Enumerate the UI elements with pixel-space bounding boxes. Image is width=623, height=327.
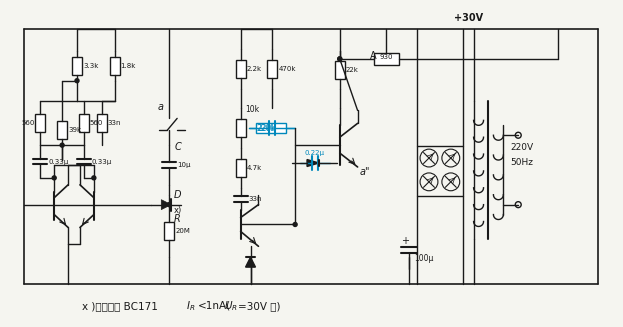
Text: 20M: 20M bbox=[175, 228, 190, 234]
Text: +30V: +30V bbox=[454, 13, 483, 23]
Text: C: C bbox=[174, 142, 181, 152]
Text: 1.8k: 1.8k bbox=[121, 63, 136, 69]
Text: 4.7k: 4.7k bbox=[247, 165, 262, 171]
Circle shape bbox=[338, 57, 342, 61]
Bar bbox=[72, 57, 82, 75]
Text: 3.3k: 3.3k bbox=[83, 63, 98, 69]
Text: 560: 560 bbox=[21, 120, 34, 126]
Text: 220k: 220k bbox=[257, 124, 277, 133]
Text: +: + bbox=[401, 236, 409, 246]
Text: 470k: 470k bbox=[278, 66, 296, 72]
Text: R: R bbox=[174, 214, 181, 223]
Bar bbox=[235, 60, 245, 78]
Bar bbox=[235, 159, 245, 177]
Bar bbox=[36, 114, 45, 132]
Text: a: a bbox=[158, 102, 163, 112]
Bar bbox=[417, 146, 463, 196]
Circle shape bbox=[338, 57, 342, 61]
Text: 22k: 22k bbox=[346, 67, 359, 73]
Polygon shape bbox=[161, 200, 171, 210]
Text: 220k: 220k bbox=[257, 124, 276, 133]
Bar bbox=[257, 123, 286, 133]
Text: 10k: 10k bbox=[245, 105, 260, 114]
Bar bbox=[267, 60, 277, 78]
Text: D: D bbox=[174, 190, 182, 200]
Text: a": a" bbox=[359, 167, 370, 177]
Text: <1nA(: <1nA( bbox=[198, 301, 231, 311]
Text: 39k: 39k bbox=[68, 127, 81, 133]
Bar bbox=[79, 114, 89, 132]
Text: 0.22μ: 0.22μ bbox=[305, 150, 325, 156]
Text: 930: 930 bbox=[379, 54, 393, 60]
Text: x )硅二极管 BC171: x )硅二极管 BC171 bbox=[82, 301, 164, 311]
Text: x): x) bbox=[174, 206, 183, 215]
Bar bbox=[374, 53, 399, 65]
Text: A: A bbox=[369, 51, 376, 61]
Text: 33n: 33n bbox=[108, 120, 121, 126]
Text: =30V 时): =30V 时) bbox=[237, 301, 280, 311]
Text: 0.33μ: 0.33μ bbox=[48, 159, 69, 164]
Polygon shape bbox=[307, 160, 319, 166]
Bar bbox=[164, 222, 174, 240]
Text: 10μ: 10μ bbox=[177, 162, 191, 168]
Text: 33n: 33n bbox=[249, 196, 262, 202]
Polygon shape bbox=[245, 257, 255, 267]
Text: $I_R$: $I_R$ bbox=[186, 299, 196, 313]
Circle shape bbox=[60, 143, 64, 147]
Text: $U_R$: $U_R$ bbox=[224, 299, 238, 313]
Text: 0.33μ: 0.33μ bbox=[92, 159, 112, 164]
Bar bbox=[97, 114, 107, 132]
Circle shape bbox=[75, 79, 79, 83]
Text: 50Hz: 50Hz bbox=[510, 158, 533, 167]
Text: 560: 560 bbox=[90, 120, 103, 126]
Text: 2.2k: 2.2k bbox=[247, 66, 262, 72]
Circle shape bbox=[52, 176, 56, 180]
Text: 220V: 220V bbox=[510, 143, 533, 152]
Bar bbox=[57, 121, 67, 139]
Bar bbox=[235, 119, 245, 137]
Circle shape bbox=[293, 222, 297, 227]
Bar bbox=[335, 61, 345, 79]
Circle shape bbox=[92, 176, 96, 180]
Text: 100μ: 100μ bbox=[414, 254, 434, 263]
Circle shape bbox=[167, 203, 171, 207]
Bar bbox=[110, 57, 120, 75]
